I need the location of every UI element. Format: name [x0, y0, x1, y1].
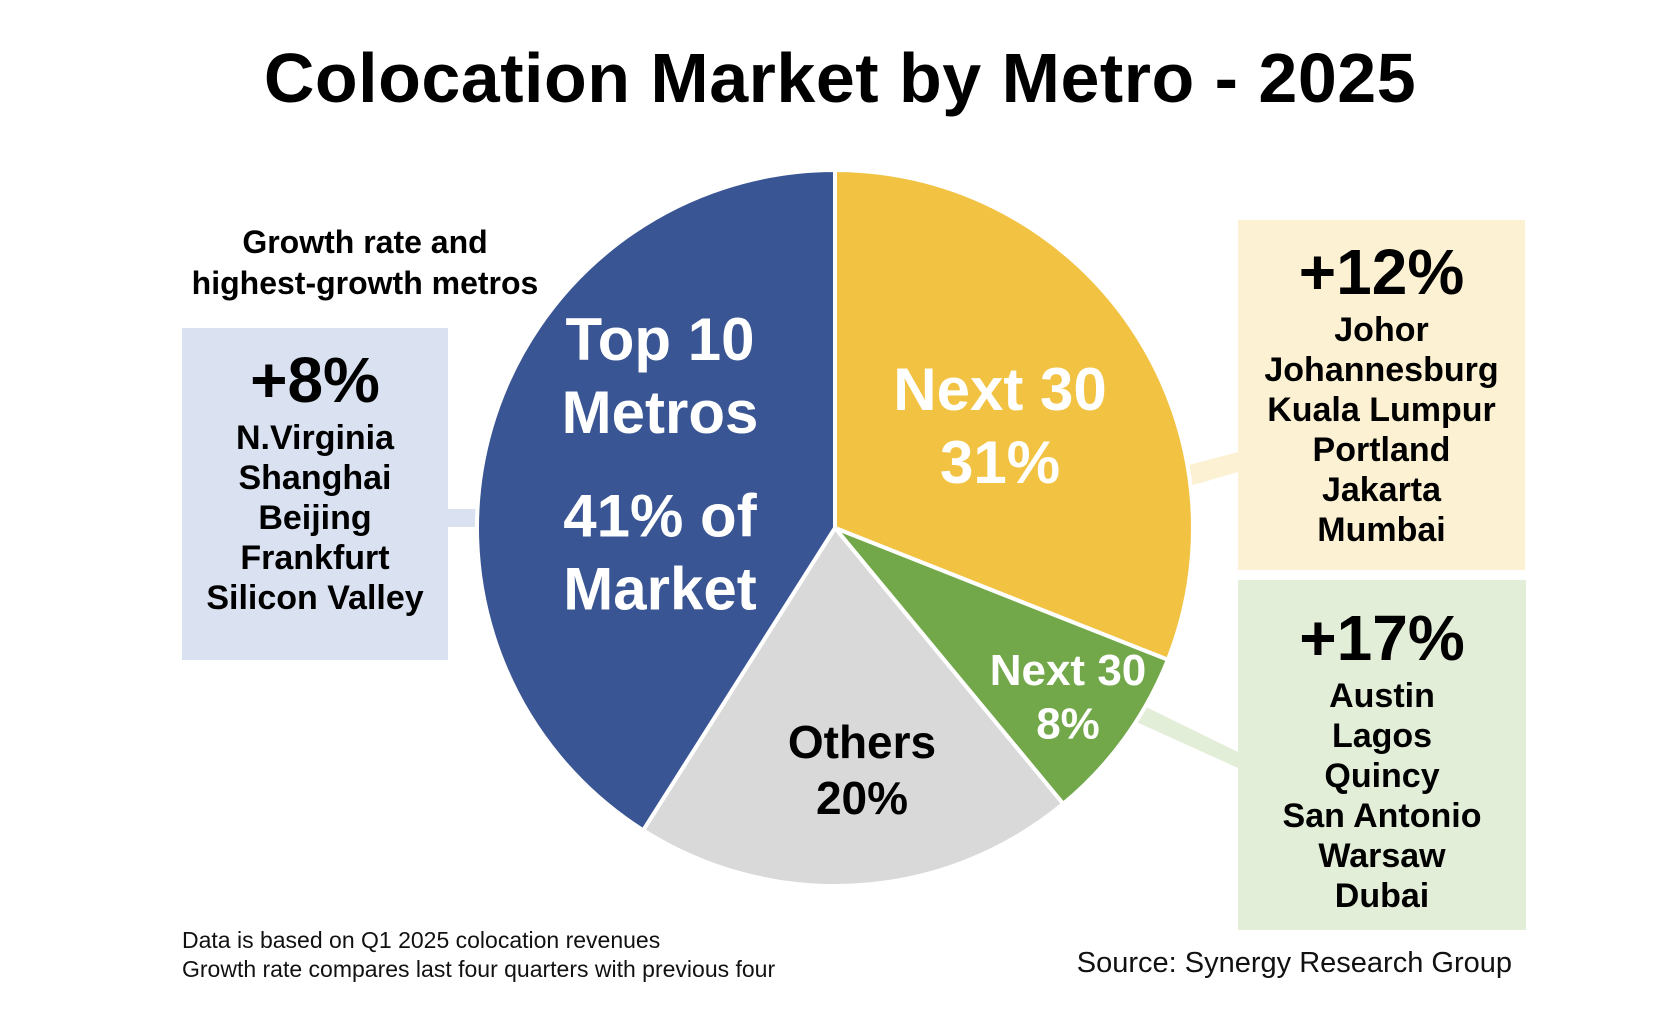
- footnote-line: Growth rate compares last four quarters …: [182, 956, 776, 982]
- connector-next-30: [1185, 452, 1238, 486]
- growth-rate: +8%: [250, 344, 380, 416]
- metro-item: Austin: [1329, 677, 1435, 715]
- growth-rate: +12%: [1298, 236, 1465, 308]
- metro-item: N.Virginia: [235, 419, 395, 457]
- metro-item: Kuala Lumpur: [1267, 391, 1496, 429]
- growth-header: Growth rate and highest-growth metros: [170, 222, 560, 304]
- growth-box-top-10: +8% N.Virginia Shanghai Beijing Frankfur…: [182, 328, 448, 660]
- growth-header-line-1: Growth rate and: [242, 224, 488, 260]
- pie-slice-others: [640, 524, 1067, 888]
- slice-label: 20%: [816, 772, 908, 824]
- metro-item: Warsaw: [1318, 837, 1446, 875]
- metro-item: Mumbai: [1317, 511, 1446, 549]
- metro-list: Austin Lagos Quincy San Antonio Warsaw D…: [1238, 676, 1526, 916]
- growth-header-line-2: highest-growth metros: [191, 265, 539, 301]
- metro-item: Johannesburg: [1264, 351, 1499, 389]
- chart-title: Colocation Market by Metro - 2025: [263, 39, 1417, 117]
- metro-item: Shanghai: [238, 459, 392, 497]
- metro-item: Lagos: [1331, 717, 1433, 755]
- growth-rate: +17%: [1299, 602, 1465, 674]
- footnotes: Data is based on Q1 2025 colocation reve…: [182, 926, 775, 984]
- pie-slice-next-30: [833, 526, 1171, 807]
- metro-item: Frankfurt: [240, 539, 390, 577]
- metro-item: Beijing: [258, 499, 372, 537]
- metro-item: Johor: [1334, 311, 1429, 349]
- slice-label: Next 30: [990, 646, 1147, 695]
- metro-list: Johor Johannesburg Kuala Lumpur Portland…: [1238, 310, 1525, 550]
- footnote-line: Data is based on Q1 2025 colocation reve…: [182, 927, 661, 953]
- metro-item: San Antonio: [1282, 797, 1482, 835]
- growth-box-next-30-second: +17% Austin Lagos Quincy San Antonio War…: [1238, 580, 1526, 930]
- metro-item: Silicon Valley: [206, 579, 424, 617]
- slice-label: Top 10: [566, 306, 755, 373]
- slice-label: 31%: [940, 429, 1060, 496]
- slice-label: Next 30: [893, 356, 1106, 423]
- slice-label: Others: [788, 716, 936, 768]
- connector-next-30-second: [1132, 704, 1238, 768]
- metro-item: Quincy: [1324, 757, 1440, 795]
- slice-label: 8%: [1036, 700, 1100, 749]
- slice-label: Market: [563, 556, 756, 623]
- slice-label: Metros: [562, 379, 759, 446]
- pie-slice-next-30: [833, 167, 1195, 663]
- metro-item: Dubai: [1334, 877, 1430, 915]
- metro-item: Portland: [1312, 431, 1451, 469]
- slice-label: 41% of: [563, 482, 757, 549]
- pie-slice-top-10-metros: [474, 167, 837, 834]
- metro-item: Jakarta: [1321, 471, 1442, 509]
- growth-box-next-30: +12% Johor Johannesburg Kuala Lumpur Por…: [1238, 220, 1525, 570]
- source-credit: Source: Synergy Research Group: [1076, 947, 1512, 979]
- metro-list: N.Virginia Shanghai Beijing Frankfurt Si…: [182, 418, 448, 618]
